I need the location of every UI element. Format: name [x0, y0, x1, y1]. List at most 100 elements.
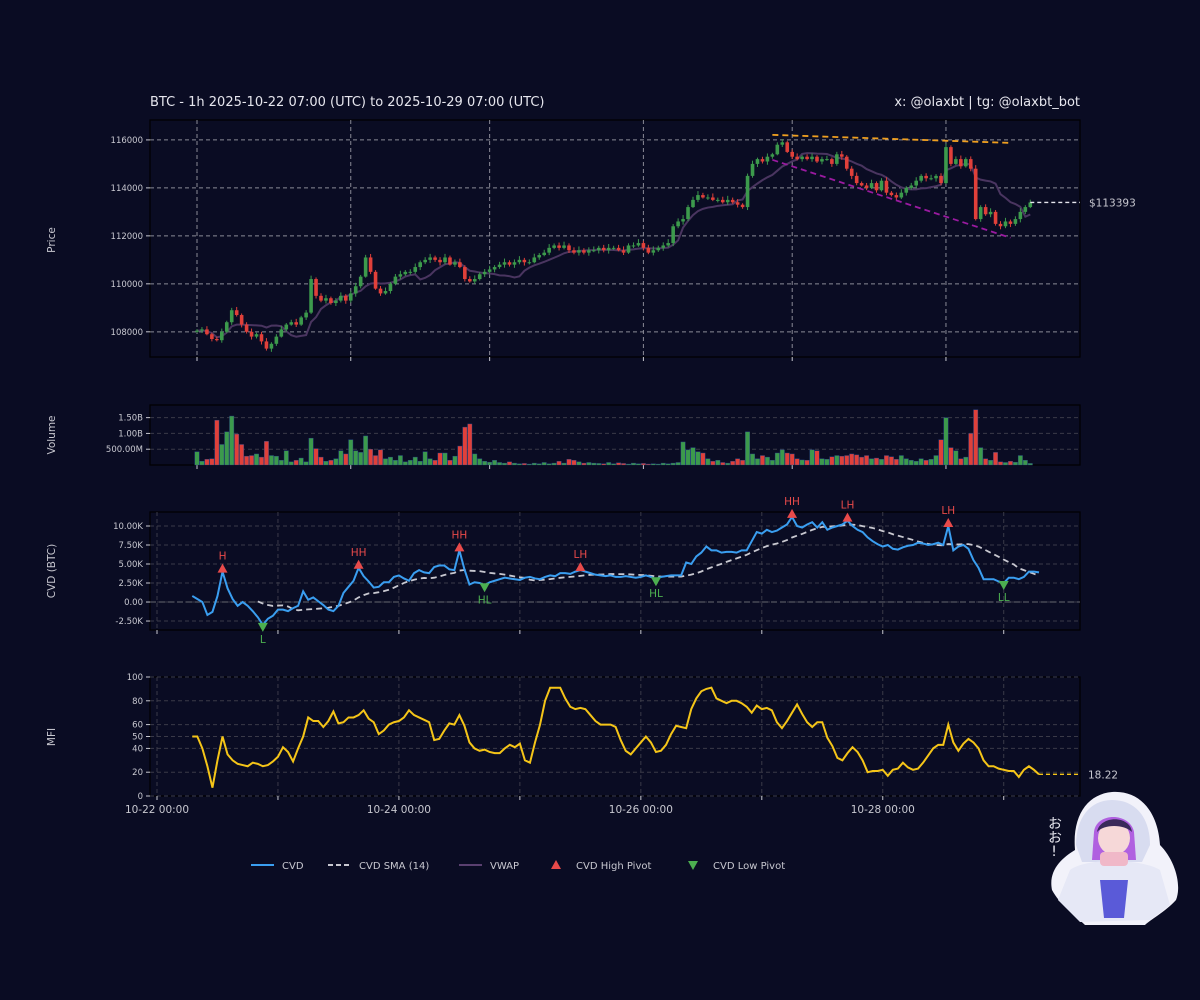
volume-bar — [373, 455, 378, 466]
candle-up — [482, 271, 487, 275]
volume-bar — [675, 462, 681, 466]
volume-bar — [626, 463, 631, 466]
candle-up — [835, 154, 839, 164]
candle-up — [537, 255, 542, 258]
volume-bar — [581, 462, 587, 466]
legend-cvd-label: CVD — [282, 861, 304, 872]
volume-bar — [551, 462, 557, 466]
volume-bar — [809, 449, 815, 466]
candle-down — [735, 202, 740, 205]
candle-up — [195, 330, 199, 332]
mfi-tick-label: 40 — [132, 744, 143, 754]
candle-up — [1013, 219, 1018, 224]
candle-up — [289, 322, 294, 325]
mfi-tick-label: 20 — [132, 768, 143, 778]
volume-bar — [512, 462, 517, 466]
volume-ylabel: Volume — [46, 415, 58, 454]
candle-up — [428, 257, 432, 260]
pivot-high-marker — [842, 512, 853, 522]
volume-bar — [641, 463, 646, 466]
candle-down — [468, 279, 472, 282]
candle-up — [909, 185, 914, 188]
volume-bar — [829, 456, 835, 466]
volume-bar — [824, 459, 830, 466]
candle-up — [220, 331, 224, 341]
volume-bar — [596, 463, 602, 466]
volume-bar — [214, 419, 220, 466]
candle-up — [775, 144, 780, 155]
candle-down — [294, 322, 298, 325]
price-tick-label: 116000 — [111, 136, 143, 146]
volume-bar — [388, 456, 393, 466]
pivot-high-label: H — [219, 551, 227, 563]
volume-bar — [209, 458, 215, 466]
volume-bar — [903, 458, 909, 466]
volume-bar — [556, 461, 562, 466]
volume-bar — [467, 423, 473, 466]
candle-up — [651, 250, 656, 253]
candle-down — [983, 207, 988, 215]
candle-down — [373, 271, 378, 289]
candle-down — [740, 204, 745, 208]
volume-bar — [621, 463, 626, 466]
candle-down — [701, 195, 705, 198]
candle-down — [730, 199, 735, 203]
candle-up — [592, 250, 596, 252]
candle-up — [363, 257, 368, 277]
volume-bar — [566, 459, 572, 466]
volume-bar — [318, 456, 324, 466]
candle-down — [621, 250, 626, 253]
volume-bar — [953, 450, 959, 466]
candle-up — [765, 156, 770, 162]
candle-up — [666, 243, 670, 246]
mfi-xtick-label: 10-22 00:00 — [125, 804, 189, 816]
volume-bar — [298, 457, 304, 466]
pivot-low-label: LL — [998, 592, 1010, 604]
mfi-tick-label: 50 — [132, 733, 143, 743]
volume-bar — [705, 458, 711, 466]
volume-bar — [259, 456, 264, 466]
mfi-ylabel: MFI — [46, 728, 58, 746]
candle-up — [964, 159, 968, 167]
candle-down — [760, 159, 765, 162]
candle-up — [398, 274, 403, 277]
candle-up — [423, 259, 427, 263]
candle-down — [968, 159, 973, 169]
volume-bar — [998, 461, 1003, 466]
candle-down — [215, 339, 219, 341]
candle-down — [239, 315, 244, 325]
candle-up — [681, 219, 685, 222]
candle-down — [463, 267, 467, 280]
mfi-line — [192, 686, 1040, 788]
cvd-frame — [149, 511, 1081, 631]
volume-bar — [427, 458, 433, 466]
pivot-high-marker — [575, 562, 586, 572]
candle-down — [805, 156, 809, 160]
candle-up — [780, 142, 785, 145]
volume-bar — [591, 462, 597, 466]
volume-bar — [869, 458, 874, 466]
support-trendline — [772, 158, 1011, 239]
volume-bar — [784, 452, 790, 466]
pivot-low-marker — [257, 622, 268, 632]
volume-bar — [333, 458, 339, 466]
pivot-low-marker — [650, 577, 661, 587]
volume-bar — [730, 461, 736, 466]
volume-bar — [908, 460, 914, 466]
volume-bar — [447, 460, 453, 466]
candle-down — [448, 257, 452, 265]
price-panel: 108000 110000 112000 114000 116000 $113393 — [111, 119, 1136, 361]
candle-up — [879, 180, 884, 191]
candle-down — [849, 168, 854, 176]
candle-up — [869, 183, 874, 188]
candle-up — [200, 329, 204, 331]
candle-up — [413, 267, 418, 272]
candle-up — [1018, 211, 1023, 220]
volume-bar — [254, 453, 259, 466]
volume-bar — [631, 462, 636, 466]
volume-bar — [531, 462, 537, 466]
volume-bar — [497, 462, 502, 466]
candle-up — [304, 312, 308, 318]
volume-bar — [1017, 455, 1023, 466]
